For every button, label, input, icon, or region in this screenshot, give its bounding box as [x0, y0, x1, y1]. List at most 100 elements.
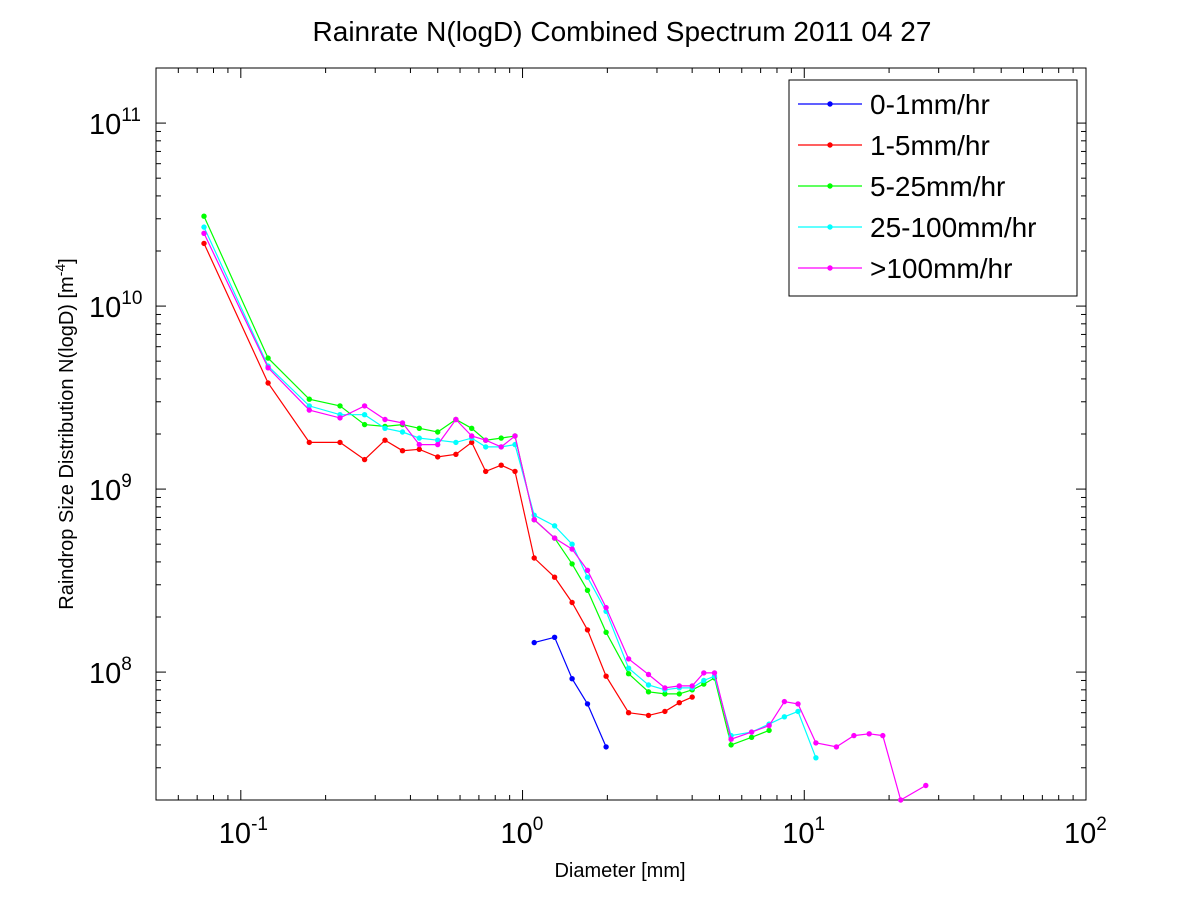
- y-tick-label: 1010: [89, 288, 142, 324]
- data-point: [382, 416, 388, 423]
- data-point: [469, 439, 475, 446]
- data-point: [416, 441, 422, 448]
- data-point: [584, 701, 591, 707]
- x-tick-label-base: 10: [501, 818, 533, 850]
- x-tick-label-exponent: 2: [1096, 814, 1107, 835]
- data-point: [435, 437, 441, 443]
- data-point: [265, 355, 271, 361]
- data-point: [625, 710, 632, 716]
- data-point: [337, 439, 343, 446]
- data-point: [361, 412, 368, 418]
- x-tick-label-base: 10: [219, 818, 251, 850]
- data-point: [584, 567, 591, 573]
- data-point: [265, 365, 271, 371]
- y-tick-label-base: 10: [89, 109, 121, 141]
- data-point: [361, 403, 368, 409]
- x-tick-label: 10-1: [219, 814, 268, 850]
- legend-label: 5-25mm/hr: [870, 171, 1005, 202]
- data-point: [584, 627, 591, 633]
- data-point: [662, 708, 668, 715]
- chart-title: Rainrate N(logD) Combined Spectrum 2011 …: [313, 16, 932, 47]
- data-point: [306, 407, 312, 413]
- data-point: [662, 691, 668, 697]
- data-point: [766, 727, 772, 734]
- data-point: [813, 755, 819, 761]
- series: [201, 230, 929, 803]
- legend-item: 1-5mm/hr: [798, 130, 990, 161]
- y-tick-label-exponent: 8: [121, 654, 132, 675]
- x-tick-label-exponent: 1: [815, 814, 826, 835]
- data-point: [748, 734, 755, 740]
- data-point: [453, 451, 459, 457]
- data-point: [728, 736, 734, 742]
- data-series: [201, 213, 929, 803]
- legend-swatch-marker: [827, 265, 833, 271]
- y-axis-label-close: ]: [56, 258, 78, 264]
- legend-swatch-marker: [827, 142, 833, 148]
- legend-item: >100mm/hr: [798, 253, 1012, 284]
- data-point: [306, 439, 312, 446]
- data-point: [483, 468, 489, 475]
- x-tick-label: 100: [501, 814, 544, 850]
- data-point: [416, 435, 422, 441]
- axis-ticks: [155, 67, 1087, 801]
- y-tick-label-base: 10: [89, 292, 121, 324]
- legend-label: 0-1mm/hr: [870, 89, 990, 120]
- data-point: [382, 437, 388, 443]
- data-point: [512, 433, 518, 439]
- x-tick-label: 102: [1064, 814, 1107, 850]
- y-tick-label-exponent: 11: [121, 105, 141, 126]
- data-point: [781, 698, 788, 705]
- data-point: [306, 396, 312, 402]
- data-point: [531, 555, 537, 561]
- data-point: [435, 429, 441, 435]
- x-tick-label-base: 10: [1064, 818, 1096, 850]
- data-point: [453, 416, 459, 423]
- data-point: [201, 213, 207, 219]
- data-point: [701, 677, 707, 684]
- data-point: [399, 448, 406, 454]
- series-line: [203, 243, 693, 717]
- series-line: [203, 233, 927, 801]
- data-point: [645, 671, 652, 678]
- y-tick-label-base: 10: [89, 658, 121, 690]
- data-point: [399, 420, 406, 426]
- legend-swatch-marker: [827, 224, 833, 230]
- legend-swatch-marker: [827, 183, 833, 189]
- data-point: [399, 429, 406, 435]
- data-point: [662, 685, 668, 691]
- data-point: [498, 435, 504, 441]
- data-point: [416, 425, 422, 431]
- data-point: [551, 574, 558, 580]
- data-point: [435, 441, 441, 448]
- data-point: [689, 694, 695, 700]
- y-axis-label-main: Raindrop Size Distribution N(logD) [m: [56, 276, 78, 609]
- y-tick-label-exponent: 9: [121, 471, 132, 492]
- data-point: [416, 446, 422, 452]
- data-point: [531, 517, 537, 523]
- data-point: [728, 742, 734, 748]
- data-point: [483, 444, 489, 450]
- data-point: [382, 425, 388, 431]
- series: [201, 240, 695, 719]
- data-point: [551, 523, 558, 529]
- data-point: [201, 240, 207, 247]
- data-point: [453, 439, 459, 446]
- data-point: [689, 683, 695, 689]
- data-point: [584, 574, 591, 580]
- y-tick-label-base: 10: [89, 475, 121, 507]
- data-point: [603, 673, 609, 679]
- data-point: [766, 722, 772, 729]
- x-axis-tick-labels: 10-1 100 101 102: [219, 814, 1107, 850]
- data-point: [551, 634, 558, 640]
- data-point: [569, 599, 575, 606]
- data-point: [676, 691, 682, 697]
- y-tick-label-exponent: 10: [121, 288, 142, 309]
- data-point: [584, 587, 591, 593]
- data-point: [201, 230, 207, 236]
- y-tick-label: 108: [89, 654, 132, 690]
- data-point: [603, 629, 609, 635]
- legend: 0-1mm/hr 1-5mm/hr 5-25mm/hr 25-100mm/hr >100…: [788, 79, 1078, 297]
- legend-swatch-marker: [827, 101, 833, 107]
- data-point: [569, 676, 575, 682]
